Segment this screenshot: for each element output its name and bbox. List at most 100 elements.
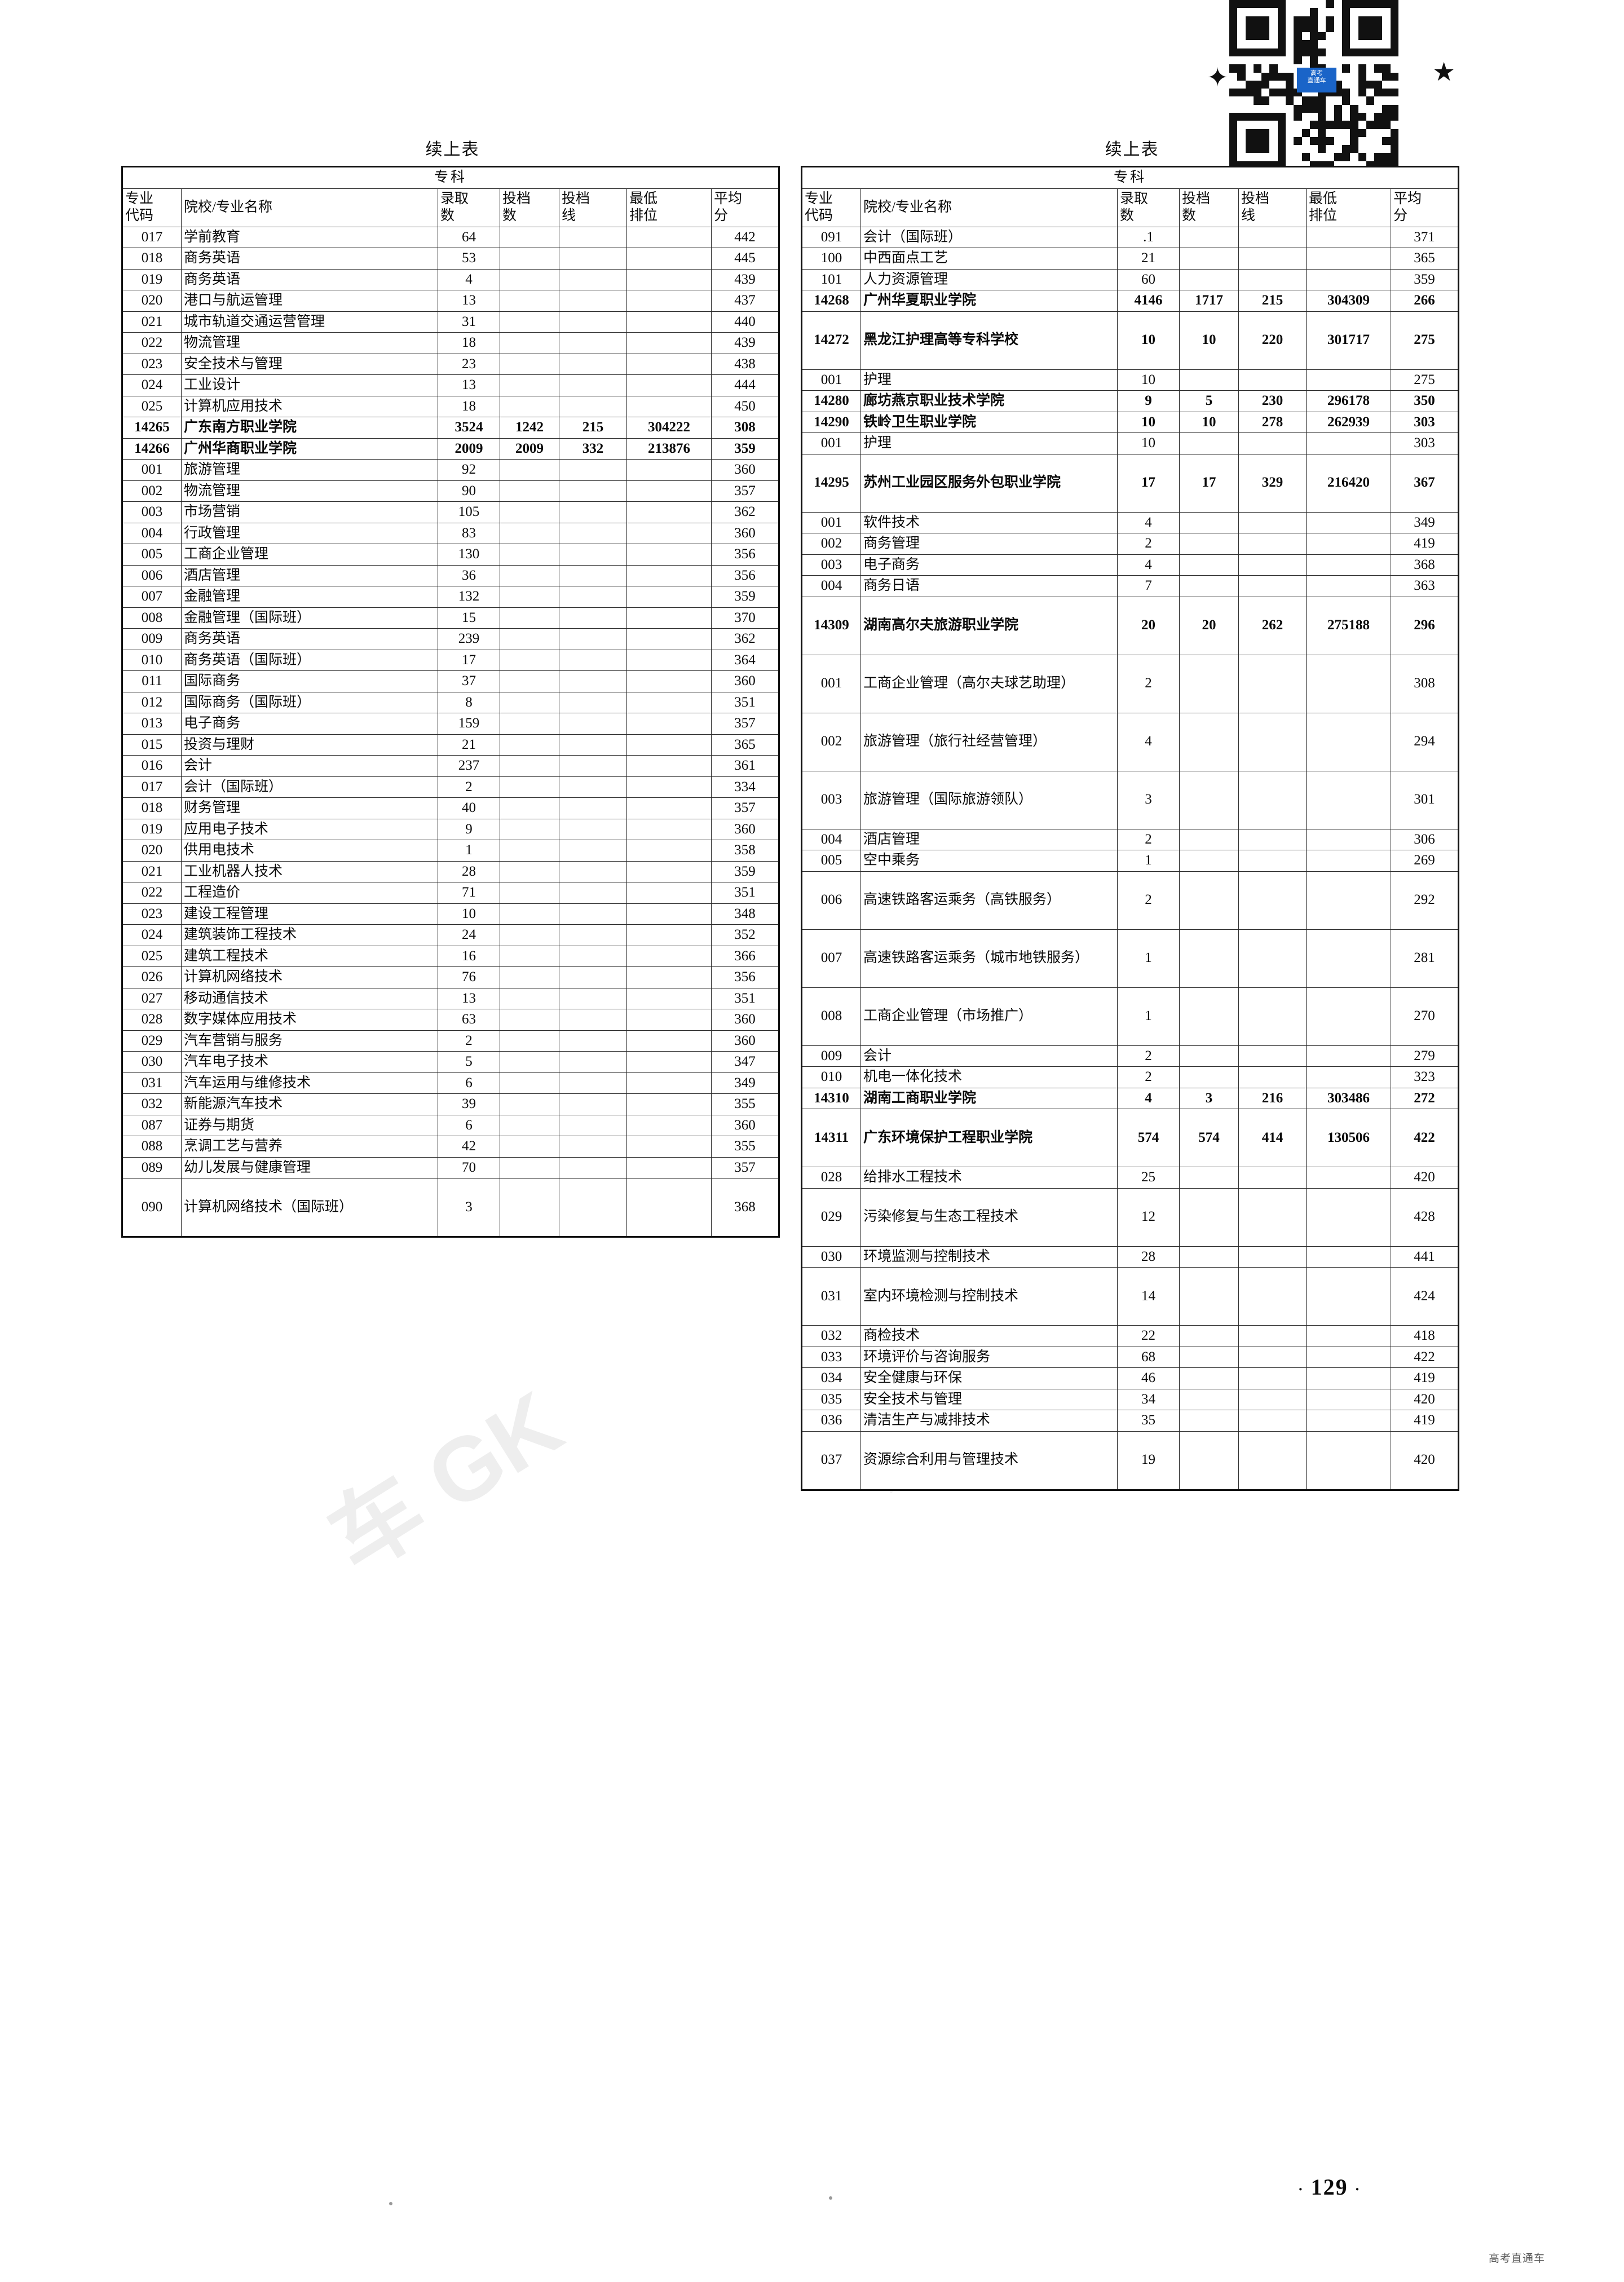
cell-submitted-count xyxy=(500,268,559,290)
cell-school-major-name: 酒店管理 xyxy=(860,828,1118,850)
major-row: 101 人力资源管理 60 359 xyxy=(801,268,1459,290)
cell-submit-line xyxy=(559,903,627,925)
cell-submit-line xyxy=(1238,1431,1307,1490)
cell-enrolled-count: 39 xyxy=(438,1093,500,1115)
cell-major-code: 003 xyxy=(122,501,182,523)
cell-submit-line xyxy=(559,860,627,882)
cell-major-code: 14268 xyxy=(801,290,861,312)
cell-submitted-count xyxy=(1179,1267,1239,1326)
major-row: 030 环境监测与控制技术 28 441 xyxy=(801,1246,1459,1268)
cell-school-major-name: 物流管理 xyxy=(181,480,438,502)
cell-submit-line xyxy=(559,882,627,904)
cell-major-code: 019 xyxy=(122,268,182,290)
cell-lowest-rank xyxy=(1306,654,1391,713)
cell-enrolled-count: 7 xyxy=(1117,575,1180,597)
cell-submitted-count xyxy=(500,818,559,840)
cell-lowest-rank xyxy=(626,1136,712,1158)
cell-average-score: 308 xyxy=(711,417,779,439)
cell-average-score: 418 xyxy=(1391,1325,1459,1347)
cell-enrolled-count: 3 xyxy=(438,1178,500,1237)
major-row: 005 空中乘务 1 269 xyxy=(801,850,1459,872)
cell-major-code: 016 xyxy=(122,755,182,777)
cell-school-major-name: 湖南高尔夫旅游职业学院 xyxy=(860,596,1118,655)
cell-major-code: 035 xyxy=(801,1388,861,1410)
cell-submit-line xyxy=(559,818,627,840)
cell-submitted-count xyxy=(1179,1431,1239,1490)
major-row: 026 计算机网络技术 76 356 xyxy=(122,966,779,988)
cell-submitted-count xyxy=(500,1051,559,1073)
major-row: 020 供用电技术 1 358 xyxy=(122,840,779,862)
cell-major-code: 024 xyxy=(122,924,182,946)
cell-major-code: 025 xyxy=(122,945,182,967)
major-row: 031 室内环境检测与控制技术 14 424 xyxy=(801,1267,1459,1326)
major-row: 003 电子商务 4 368 xyxy=(801,554,1459,576)
cell-school-major-name: 护理 xyxy=(860,432,1118,454)
cell-average-score: 269 xyxy=(1391,850,1459,872)
major-row: 029 污染修复与生态工程技术 12 428 xyxy=(801,1188,1459,1247)
cell-school-major-name: 广州华商职业学院 xyxy=(181,438,438,460)
cell-submitted-count xyxy=(500,987,559,1009)
cell-submitted-count: 1717 xyxy=(1179,290,1239,312)
cell-major-code: 002 xyxy=(122,480,182,502)
cell-major-code: 14309 xyxy=(801,596,861,655)
cell-submit-line xyxy=(1238,268,1307,290)
cell-major-code: 010 xyxy=(801,1066,861,1088)
cell-major-code: 006 xyxy=(122,564,182,586)
cell-submitted-count xyxy=(500,480,559,502)
cell-major-code: 14295 xyxy=(801,453,861,513)
cell-average-score: 444 xyxy=(711,374,779,396)
cell-school-major-name: 环境评价与咨询服务 xyxy=(860,1346,1118,1368)
major-row: 006 高速铁路客运乘务（高铁服务） 2 292 xyxy=(801,871,1459,930)
cell-average-score: 270 xyxy=(1391,987,1459,1046)
cell-submit-line xyxy=(559,268,627,290)
cell-submitted-count: 574 xyxy=(1179,1109,1239,1167)
cell-lowest-rank xyxy=(626,797,712,819)
cell-lowest-rank xyxy=(1306,1325,1391,1347)
cell-submitted-count xyxy=(500,1114,559,1136)
cell-major-code: 007 xyxy=(122,586,182,608)
cell-average-score: 361 xyxy=(711,755,779,777)
cell-major-code: 004 xyxy=(801,828,861,850)
cell-enrolled-count: 18 xyxy=(438,332,500,354)
cell-lowest-rank xyxy=(1306,1246,1391,1268)
cell-enrolled-count: 17 xyxy=(1117,453,1180,513)
cell-major-code: 020 xyxy=(122,290,182,312)
cell-school-major-name: 工业设计 xyxy=(181,374,438,396)
cell-lowest-rank xyxy=(626,776,712,798)
cell-school-major-name: 移动通信技术 xyxy=(181,987,438,1009)
cell-submit-line xyxy=(559,1009,627,1031)
cell-school-major-name: 国际商务 xyxy=(181,670,438,692)
cell-enrolled-count: 19 xyxy=(1117,1431,1180,1490)
cell-lowest-rank xyxy=(1306,1267,1391,1326)
header-submit-line: 投档 线 xyxy=(559,188,627,227)
cell-submit-line xyxy=(559,1072,627,1094)
cell-lowest-rank xyxy=(626,1114,712,1136)
cell-school-major-name: 汽车运用与维修技术 xyxy=(181,1072,438,1094)
cell-school-major-name: 会计 xyxy=(181,755,438,777)
cell-lowest-rank: 275188 xyxy=(1306,596,1391,655)
cell-enrolled-count: 36 xyxy=(438,564,500,586)
cell-school-major-name: 计算机应用技术 xyxy=(181,395,438,417)
cell-lowest-rank xyxy=(626,713,712,735)
cell-school-major-name: 会计（国际班） xyxy=(860,226,1118,248)
cell-lowest-rank xyxy=(626,1178,712,1237)
qr-code xyxy=(1229,0,1398,169)
scan-speck xyxy=(389,2202,392,2205)
cell-major-code: 028 xyxy=(801,1167,861,1189)
cell-lowest-rank xyxy=(1306,369,1391,391)
cell-submit-line xyxy=(1238,226,1307,248)
watermark: 车 GK xyxy=(312,1372,579,1591)
cell-enrolled-count: 68 xyxy=(1117,1346,1180,1368)
cell-major-code: 009 xyxy=(122,628,182,650)
cell-submitted-count xyxy=(500,966,559,988)
cell-lowest-rank xyxy=(626,522,712,544)
cell-average-score: 360 xyxy=(711,459,779,481)
cell-average-score: 368 xyxy=(711,1178,779,1237)
cell-major-code: 14265 xyxy=(122,417,182,439)
cell-average-score: 363 xyxy=(1391,575,1459,597)
school-row: 14311 广东环境保护工程职业学院 574 574 414 130506 422 xyxy=(801,1109,1459,1167)
cell-school-major-name: 污染修复与生态工程技术 xyxy=(860,1188,1118,1247)
cell-major-code: 002 xyxy=(801,533,861,555)
cell-submitted-count xyxy=(500,1072,559,1094)
cell-school-major-name: 中西面点工艺 xyxy=(860,248,1118,270)
